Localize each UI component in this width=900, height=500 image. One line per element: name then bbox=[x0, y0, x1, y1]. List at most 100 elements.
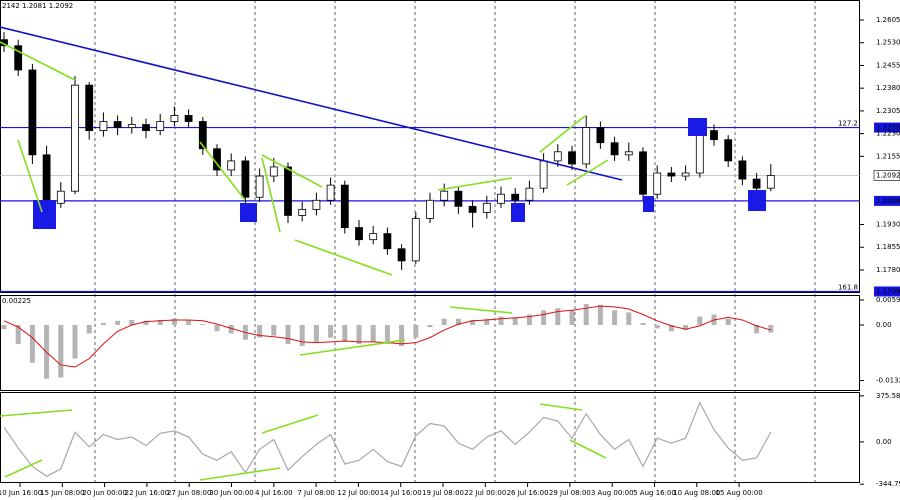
x-tick-label: 14 Jul 16:00 bbox=[380, 489, 422, 497]
candle-body bbox=[397, 248, 406, 262]
macd-bar bbox=[257, 325, 263, 338]
x-tick-label: 30 Jun 00:00 bbox=[209, 489, 253, 497]
candle-body bbox=[639, 151, 647, 195]
candle-body bbox=[468, 205, 477, 213]
candle-body bbox=[497, 193, 505, 204]
macd-bar bbox=[100, 322, 106, 326]
macd-bar bbox=[370, 325, 376, 342]
candle-body bbox=[454, 190, 463, 207]
macd-bar bbox=[342, 325, 348, 342]
macd-bar bbox=[186, 319, 192, 326]
candle-body bbox=[326, 184, 335, 201]
candle-body bbox=[681, 172, 690, 177]
macd-bar bbox=[86, 325, 92, 334]
panel-frames bbox=[0, 0, 860, 483]
candle-body bbox=[198, 121, 207, 150]
macd-bar bbox=[612, 310, 618, 326]
macd-bar bbox=[754, 325, 760, 334]
candle-body bbox=[14, 45, 23, 71]
candle-body bbox=[355, 227, 363, 241]
candle-body bbox=[695, 130, 704, 174]
candle-body bbox=[511, 193, 520, 201]
candle-body bbox=[710, 130, 718, 141]
candle-body bbox=[113, 121, 122, 128]
candle-body bbox=[142, 124, 150, 131]
y-tick-label: -0.01321 bbox=[876, 377, 900, 385]
x-tick-label: 29 Jul 08:00 bbox=[549, 489, 591, 497]
macd-bar bbox=[668, 325, 674, 332]
current-price-label: 1.2092 bbox=[876, 171, 900, 179]
candle-body bbox=[582, 127, 591, 165]
candle-body bbox=[738, 160, 747, 180]
macd-bar bbox=[313, 325, 319, 342]
x-tick-label: 3 Aug 00:00 bbox=[591, 489, 634, 497]
candle-body bbox=[383, 233, 392, 250]
annotations bbox=[0, 26, 766, 481]
y-tick-label: -344.79 bbox=[876, 480, 900, 488]
candle-body bbox=[85, 84, 94, 131]
candle-body bbox=[610, 142, 619, 156]
x-tick-label: 15 Aug 00:00 bbox=[715, 489, 762, 497]
macd-bar bbox=[143, 320, 149, 326]
candle-body bbox=[99, 121, 108, 131]
candle-body bbox=[568, 151, 576, 165]
macd-bar bbox=[583, 303, 589, 326]
macd-bar bbox=[356, 325, 362, 344]
price-header: 2142 1.2081 1.2092 bbox=[2, 2, 73, 10]
x-tick-label: 22 Jul 00:00 bbox=[464, 489, 506, 497]
macd-bar bbox=[299, 325, 305, 347]
macd-bar bbox=[285, 325, 291, 344]
macd-bar bbox=[541, 310, 547, 326]
candle-body bbox=[369, 233, 378, 241]
macd-bar bbox=[441, 318, 447, 326]
x-tick-label: 20 Jun 00:00 bbox=[82, 489, 126, 497]
macd-bar bbox=[228, 325, 234, 334]
y-tick-label: 1.2230 bbox=[876, 130, 900, 138]
y-tick-label: 1.2530 bbox=[876, 39, 900, 47]
x-tick-label: 12 Jul 00:00 bbox=[337, 489, 379, 497]
level-box bbox=[874, 286, 900, 297]
level-note: 161.8 bbox=[838, 283, 858, 291]
macd-bar bbox=[640, 322, 646, 326]
candle-body bbox=[596, 127, 605, 144]
y-tick-label: 1.1930 bbox=[876, 221, 900, 229]
candle-body bbox=[298, 208, 307, 216]
candle-body bbox=[539, 160, 548, 189]
candle-body bbox=[411, 218, 420, 262]
macd-bar bbox=[512, 317, 518, 326]
candle-body bbox=[71, 84, 79, 192]
candle-body bbox=[284, 166, 292, 216]
x-tick-label: 4 Jul 16:00 bbox=[255, 489, 293, 497]
candle-body bbox=[241, 160, 250, 198]
macd-bar bbox=[271, 325, 277, 336]
candle-body bbox=[766, 175, 775, 189]
macd-bar bbox=[725, 318, 731, 326]
macd-bar bbox=[427, 325, 433, 328]
macd-bar bbox=[214, 325, 220, 332]
candle-body bbox=[42, 154, 51, 204]
x-tick-label: 7 Jul 08:00 bbox=[297, 489, 335, 497]
candle-body bbox=[724, 139, 733, 162]
y-tick-label: 1.2155 bbox=[876, 152, 900, 160]
macd-header: 0.00225 bbox=[2, 297, 31, 305]
macd-bar bbox=[626, 312, 632, 326]
candle-body bbox=[553, 151, 562, 162]
current-price-box bbox=[873, 170, 900, 181]
macd-bar bbox=[157, 319, 163, 326]
macd-bar bbox=[399, 325, 405, 347]
candle-body bbox=[170, 115, 179, 122]
candle-body bbox=[127, 124, 136, 128]
candle-body bbox=[525, 187, 534, 201]
candle-body bbox=[667, 172, 676, 177]
cci-line bbox=[3, 401, 772, 477]
candle-body bbox=[312, 199, 321, 210]
candle-body bbox=[28, 69, 37, 156]
candle-body bbox=[440, 190, 449, 201]
macd-bar bbox=[697, 316, 703, 326]
macd-bar bbox=[654, 325, 660, 329]
y-tick-label: 1.2605 bbox=[876, 16, 900, 24]
macd-bar bbox=[470, 319, 476, 326]
y-tick-label: 0.00 bbox=[876, 321, 892, 329]
